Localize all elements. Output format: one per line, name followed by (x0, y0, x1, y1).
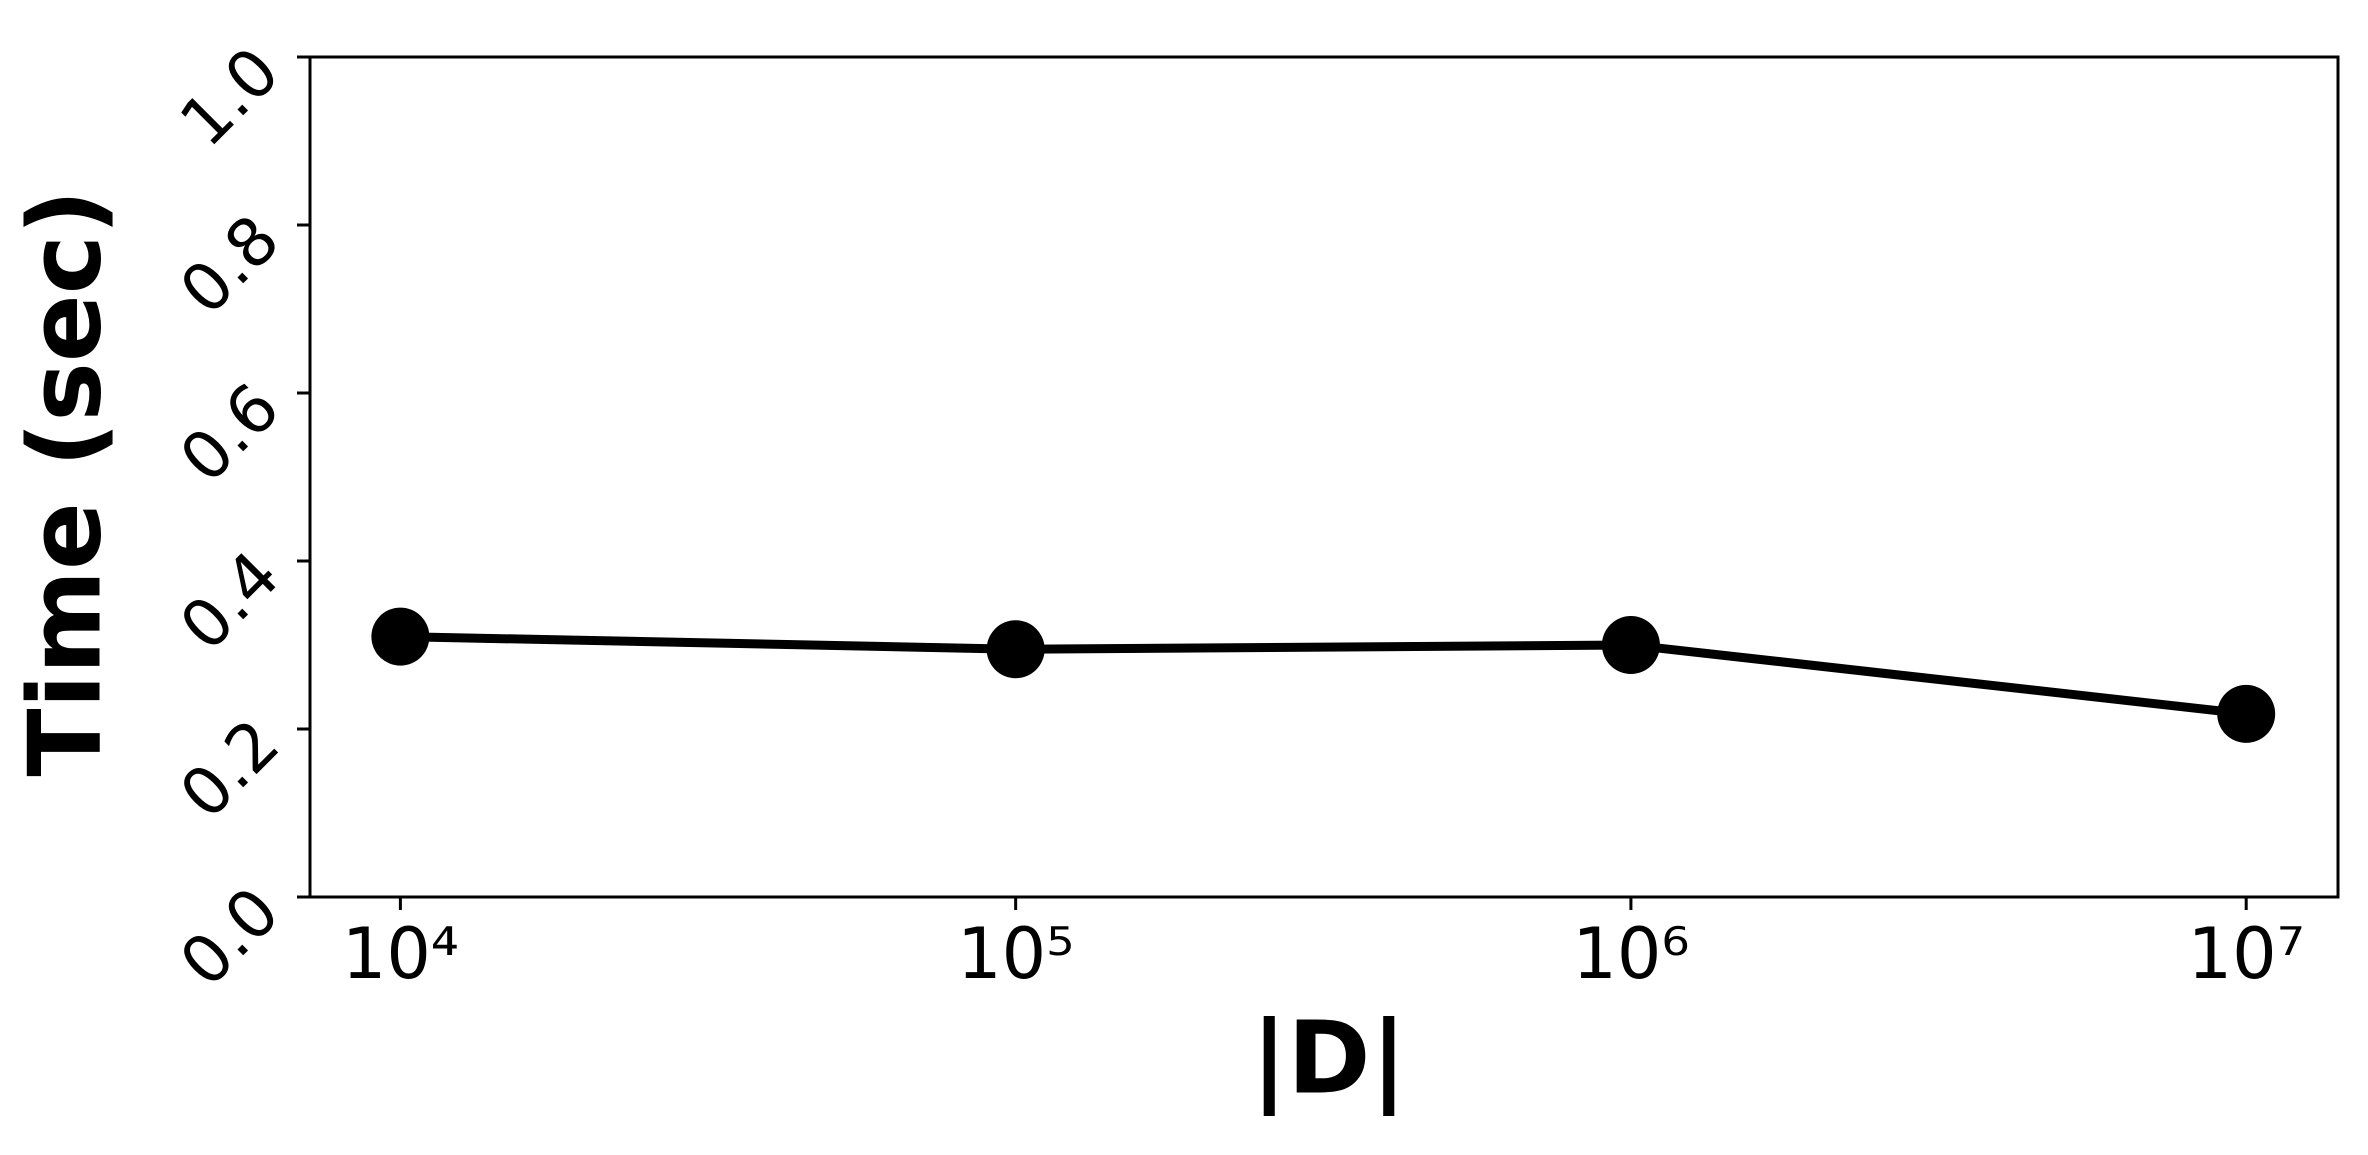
y-axis-label: Time (sec) (6, 189, 123, 776)
marker (1601, 616, 1660, 674)
x-tick-label: 10⁵ (957, 913, 1074, 995)
y-tick-label: 0.8 (165, 201, 294, 330)
y-tick-label: 1.0 (165, 33, 294, 162)
line (400, 632, 2247, 719)
y-tick-label: 0.2 (165, 705, 294, 834)
y-tick-label: 0.6 (165, 369, 294, 498)
x-tick-label: 10⁶ (1572, 913, 1689, 995)
x-axis-label: |D| (1251, 999, 1407, 1116)
y-tick-label: 0.4 (165, 537, 294, 666)
marker (2217, 684, 2276, 743)
marker (371, 607, 430, 666)
marker (986, 620, 1045, 679)
x-tick-label: 10⁷ (2188, 913, 2305, 995)
x-tick-label: 10⁴ (342, 913, 459, 995)
y-tick-label: 0.0 (165, 873, 294, 1002)
plot-frame (308, 55, 2340, 899)
